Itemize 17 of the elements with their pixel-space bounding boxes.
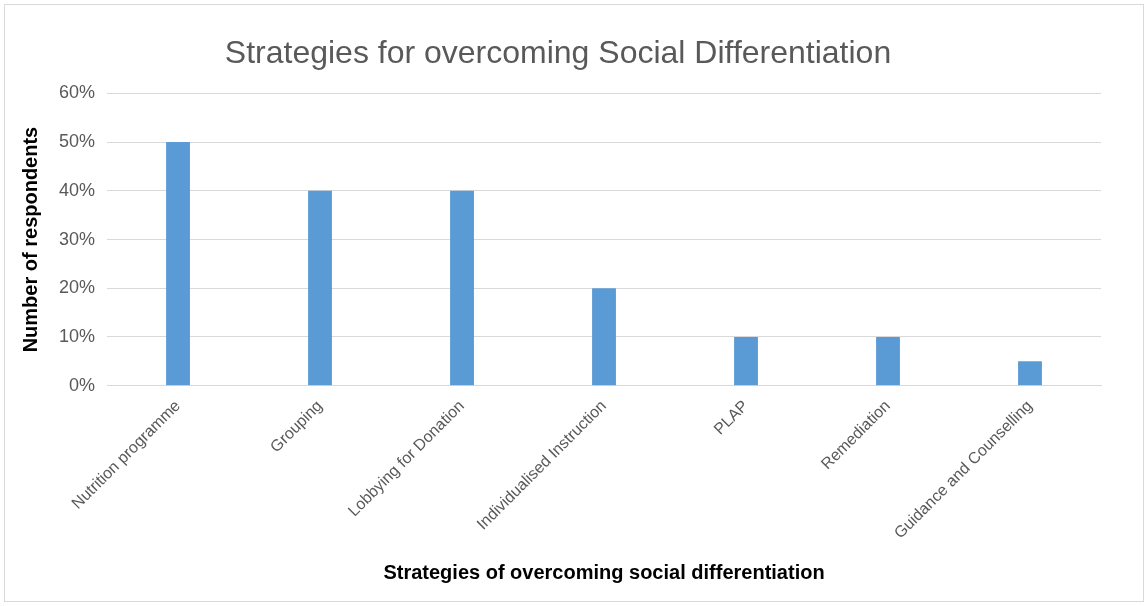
y-tick-label: 10% — [59, 325, 96, 346]
bar — [734, 336, 758, 386]
y-tick-label: 40% — [59, 179, 96, 200]
bar — [592, 288, 616, 386]
bar — [308, 190, 332, 386]
bar — [166, 142, 190, 386]
y-axis-title: Number of respondents — [18, 126, 41, 353]
y-tick-label: 0% — [69, 374, 96, 395]
y-tick-label: 60% — [59, 82, 96, 103]
bar — [876, 336, 900, 386]
y-tick-label: 30% — [59, 228, 96, 249]
x-axis-title: Strategies of overcoming social differentiation — [383, 560, 825, 583]
bar — [450, 190, 474, 386]
y-tick-label: 20% — [59, 277, 96, 298]
chart-title: Strategies for overcoming Social Differentiation — [224, 34, 892, 71]
bar — [1018, 361, 1042, 386]
y-tick-label: 50% — [59, 131, 96, 152]
